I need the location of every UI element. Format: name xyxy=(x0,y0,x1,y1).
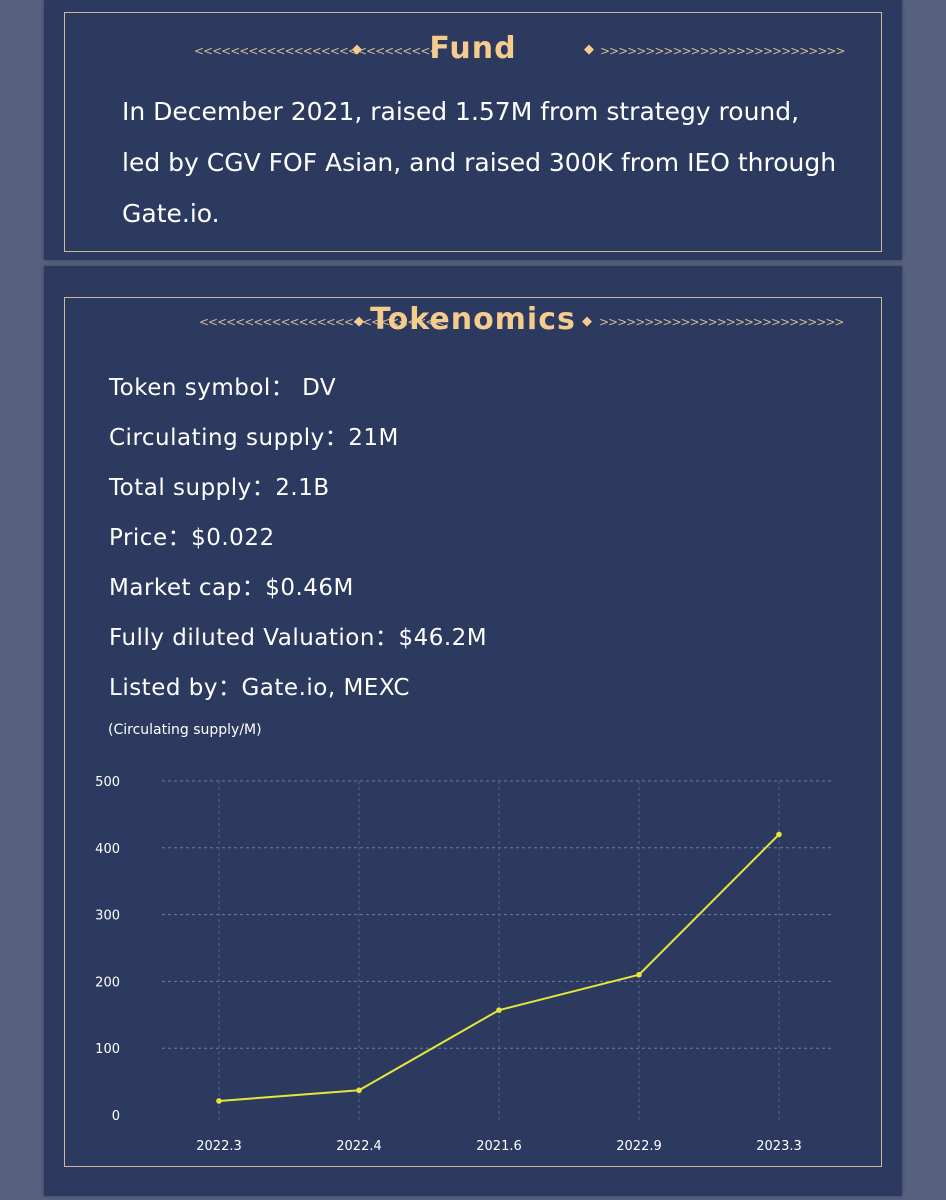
x-tick-label: 2022.3 xyxy=(196,1139,242,1154)
diamond-icon: ◆ xyxy=(584,42,594,57)
y-tick-label: 300 xyxy=(95,909,120,924)
data-point xyxy=(636,971,642,978)
diamond-icon: ◆ xyxy=(352,42,362,57)
data-point xyxy=(496,1007,502,1013)
x-tick-label: 2022.4 xyxy=(336,1139,382,1154)
token-symbol: Token symbol： DV xyxy=(109,375,337,401)
fund-title: Fund xyxy=(429,31,517,66)
fund-card: <<<<<<<<<<<<<<<<<<<<<<<<<<< ◆ Fund ◆ >>>… xyxy=(44,0,902,260)
supply-line-chart: 0 100 200 300 400 500 2022.3 2022.4 2021.6 2022.9… xyxy=(95,775,832,1154)
diamond-icon: ◆ xyxy=(354,314,364,329)
diamond-icon: ◆ xyxy=(582,314,592,329)
listed-by: Listed by：Gate.io, MEXC xyxy=(109,675,410,701)
market-cap: Market cap：$0.46M xyxy=(109,575,354,601)
fund-deco-left: <<<<<<<<<<<<<<<<<<<<<<<<<<< xyxy=(194,44,439,58)
y-tick-label: 0 xyxy=(112,1109,120,1124)
tokenomics-deco-right: >>>>>>>>>>>>>>>>>>>>>>>>>>> xyxy=(599,315,844,329)
y-tick-label: 100 xyxy=(95,1042,120,1057)
fund-deco-right: >>>>>>>>>>>>>>>>>>>>>>>>>>> xyxy=(600,44,845,58)
data-point xyxy=(216,1098,222,1104)
price: Price：$0.022 xyxy=(109,525,275,551)
total-supply: Total supply：2.1B xyxy=(109,475,330,501)
y-axis-label: (Circulating supply/M) xyxy=(108,722,262,738)
fund-description: In December 2021, raised 1.57M from stra… xyxy=(122,97,837,228)
data-point xyxy=(776,831,782,838)
fund-frame xyxy=(64,12,882,252)
y-tick-label: 400 xyxy=(95,842,120,857)
tokenomics-frame xyxy=(64,297,882,1167)
y-tick-label: 500 xyxy=(95,775,120,790)
x-tick-label: 2021.6 xyxy=(476,1139,522,1154)
data-point xyxy=(356,1087,362,1094)
y-tick-label: 200 xyxy=(95,975,120,990)
x-tick-label: 2022.9 xyxy=(616,1139,662,1154)
tokenomics-title: Tokenomics xyxy=(370,302,576,337)
tokenomics-deco-left: <<<<<<<<<<<<<<<<<<<<<<<<<<< xyxy=(199,315,444,329)
x-tick-label: 2023.3 xyxy=(756,1139,802,1154)
circulating-supply: Circulating supply：21M xyxy=(109,425,399,451)
fully-diluted-valuation: Fully diluted Valuation：$46.2M xyxy=(109,625,488,651)
tokenomics-card: <<<<<<<<<<<<<<<<<<<<<<<<<<< ◆ Tokenomics… xyxy=(44,266,902,1196)
